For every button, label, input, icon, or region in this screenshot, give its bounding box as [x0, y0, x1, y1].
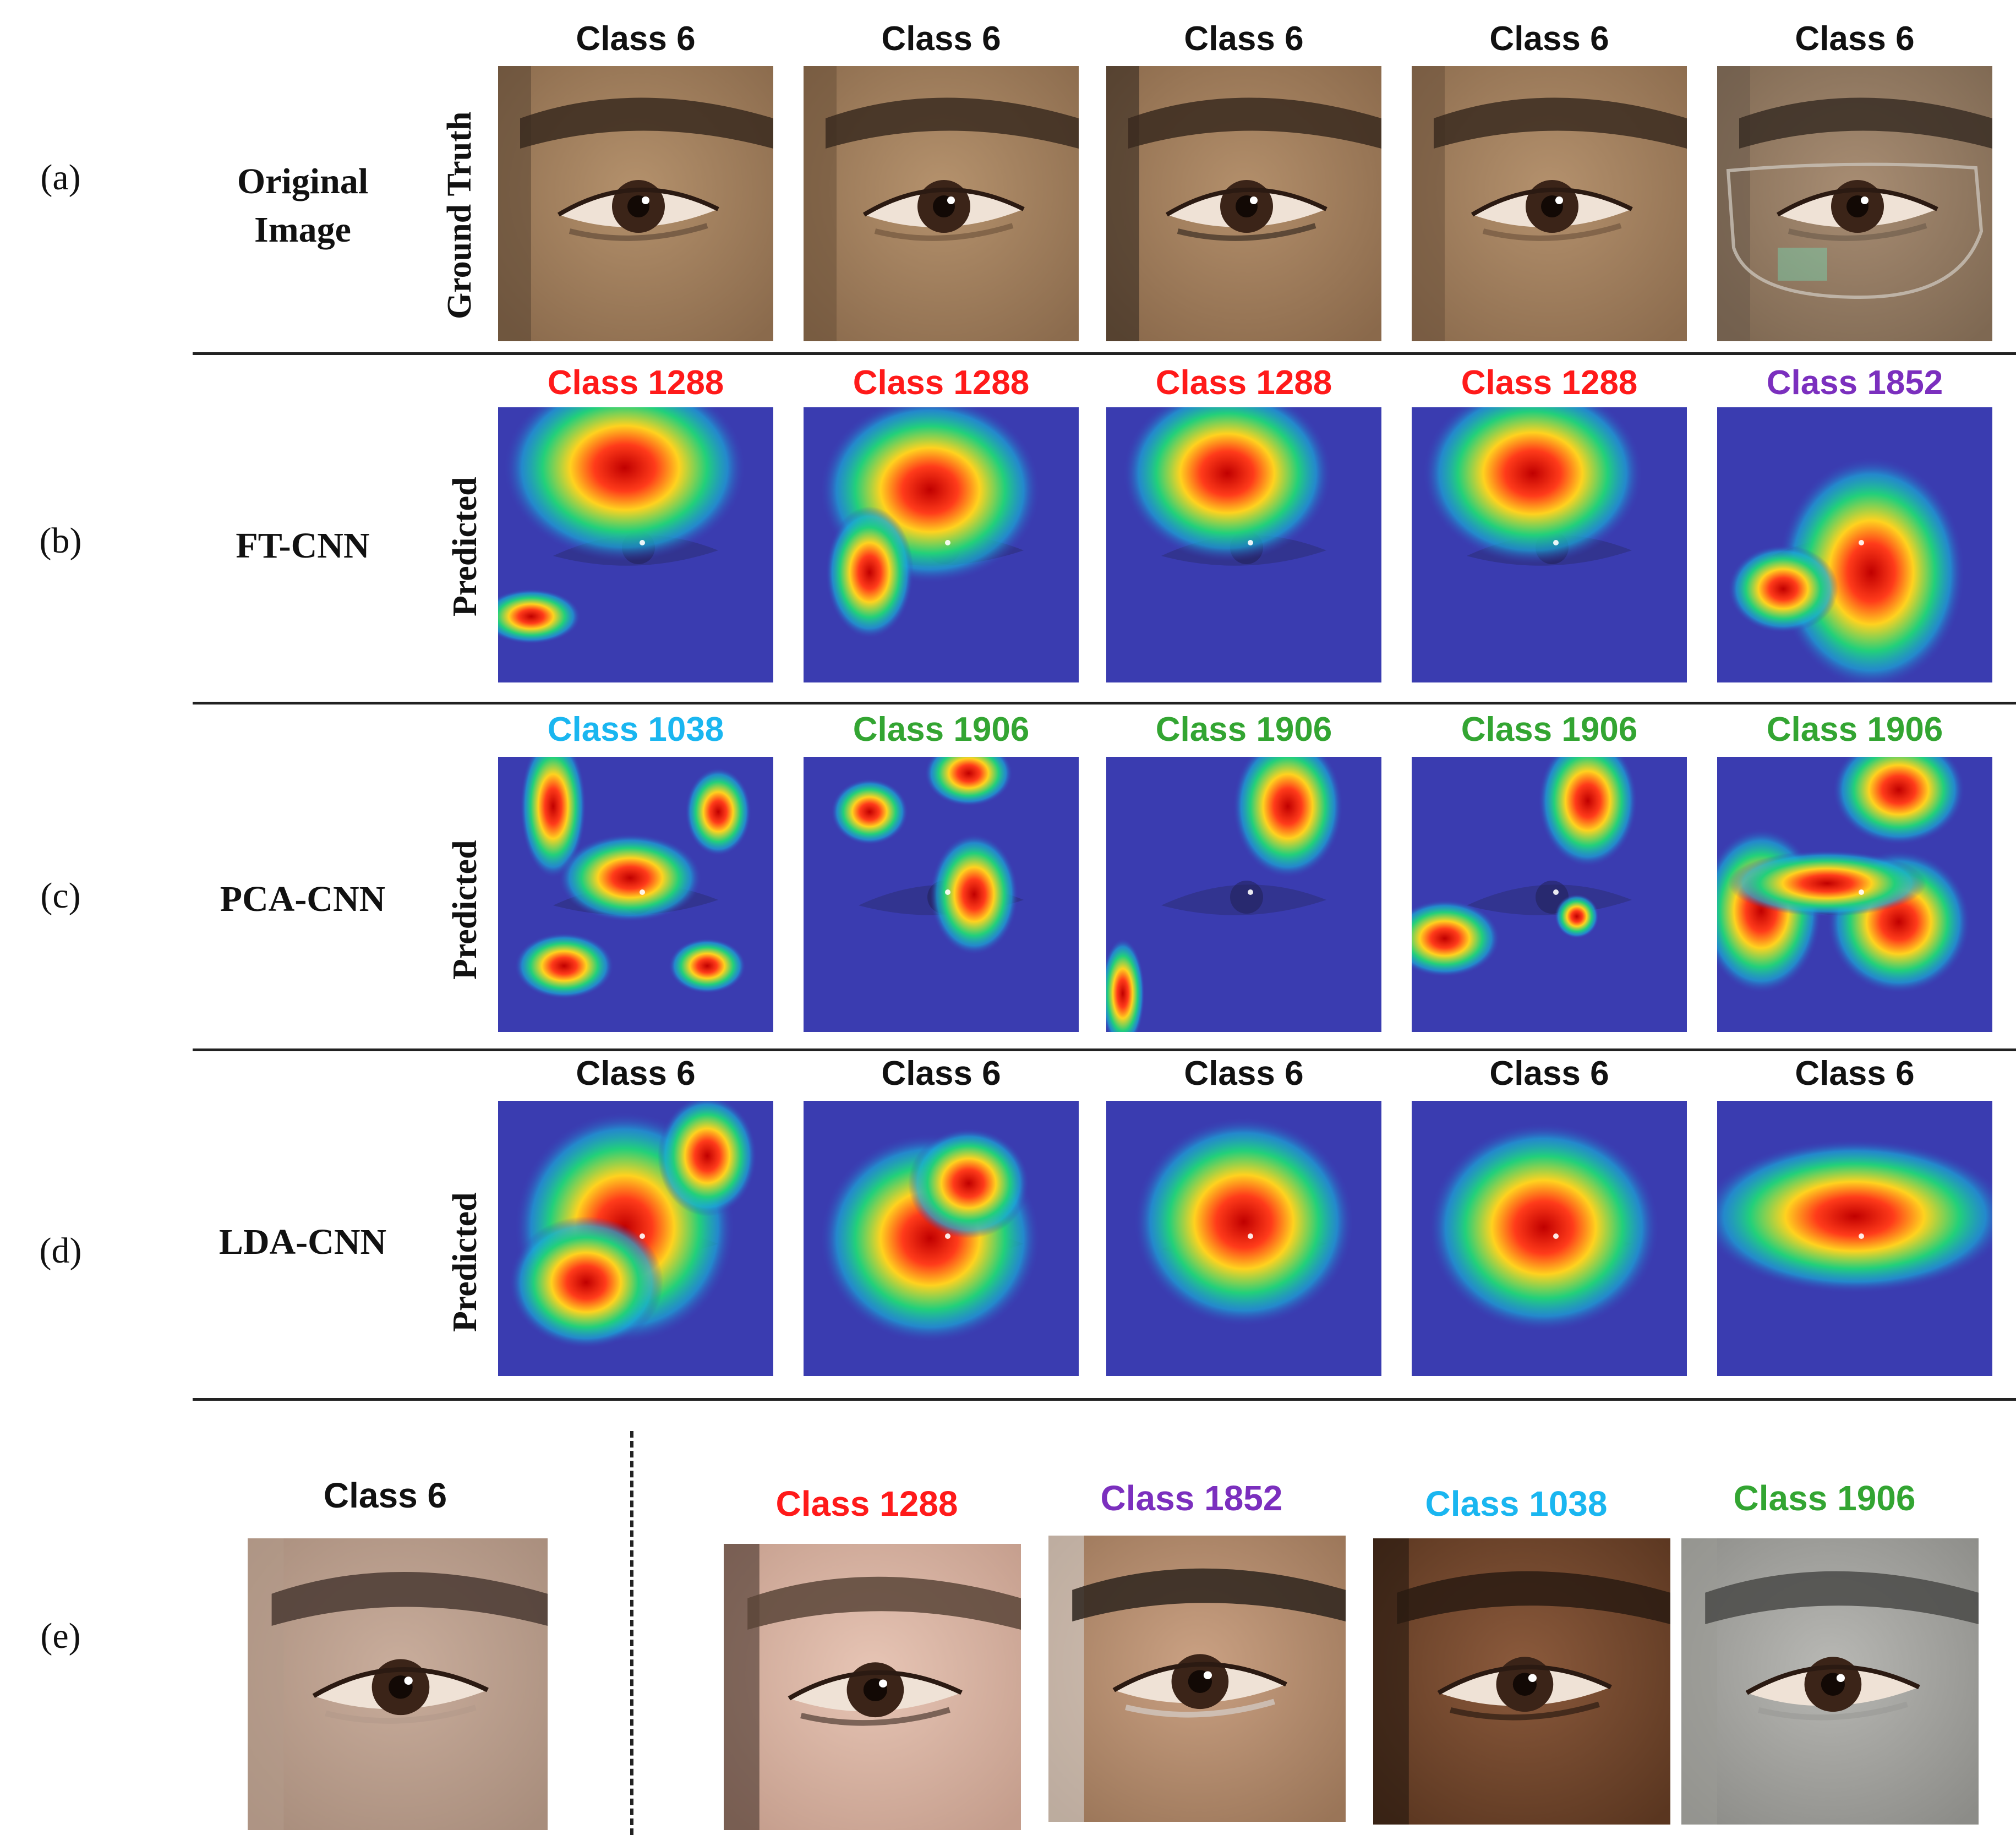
- ground-truth-image-r1-c1: [498, 66, 773, 341]
- method-line-1: Original: [237, 161, 369, 201]
- side-label-predicted-d: Predicted: [446, 1192, 484, 1332]
- gallery-image-4: [1681, 1538, 1979, 1825]
- method-label-lda-cnn: LDA-CNN: [218, 1222, 387, 1262]
- ground-truth-image-r1-c2: [804, 66, 1079, 341]
- cell-title-r3-c4: Class 1906: [1461, 711, 1638, 749]
- panel-label-a: (a): [40, 157, 81, 198]
- cell-title-r2-c4: Class 1288: [1461, 364, 1638, 402]
- gallery-image-1: [724, 1544, 1021, 1830]
- heatmap-image-r4-c2: [804, 1101, 1079, 1376]
- gallery-title-1: Class 1288: [775, 1484, 958, 1523]
- cell-title-r3-c5: Class 1906: [1766, 711, 1943, 749]
- heatmap-image-r2-c1: [498, 407, 773, 682]
- panel-label-c: (c): [40, 876, 81, 916]
- side-label-predicted-c: Predicted: [446, 840, 484, 980]
- side-label-predicted-b: Predicted: [446, 477, 484, 616]
- heatmap-image-r2-c5: [1717, 407, 1992, 682]
- ground-truth-image-r1-c3: [1106, 66, 1381, 341]
- row-divider-4: [193, 1398, 2016, 1401]
- gallery-image-2: [1048, 1536, 1346, 1822]
- gallery-title-4: Class 1906: [1733, 1478, 1916, 1518]
- cell-title-r4-c4: Class 6: [1489, 1055, 1609, 1093]
- heatmap-image-r3-c4: [1412, 757, 1687, 1032]
- cell-title-r1-c3: Class 6: [1184, 20, 1304, 58]
- ground-truth-image-r1-c4: [1412, 66, 1687, 341]
- gallery-title-2: Class 1852: [1100, 1478, 1283, 1518]
- row-divider-2: [193, 702, 2016, 704]
- heatmap-image-r2-c3: [1106, 407, 1381, 682]
- panel-label-e: (e): [40, 1616, 81, 1656]
- gallery-image-3: [1373, 1538, 1670, 1825]
- gallery-title-3: Class 1038: [1425, 1484, 1608, 1523]
- cell-title-r1-c1: Class 6: [576, 20, 696, 58]
- heatmap-image-r4-c3: [1106, 1101, 1381, 1376]
- row-divider-1: [193, 352, 2016, 355]
- heatmap-image-r2-c4: [1412, 407, 1687, 682]
- cell-title-r2-c2: Class 1288: [853, 364, 1030, 402]
- ground-truth-image-r1-c5: [1717, 66, 1992, 341]
- cell-title-r2-c1: Class 1288: [547, 364, 724, 402]
- query-image: [248, 1538, 548, 1830]
- cell-title-r3-c1: Class 1038: [547, 711, 724, 749]
- method-line-2: Image: [254, 210, 351, 250]
- panel-label-d: (d): [39, 1231, 82, 1271]
- cell-title-r4-c5: Class 6: [1795, 1055, 1915, 1093]
- heatmap-image-r3-c1: [498, 757, 773, 1032]
- cell-title-r2-c3: Class 1288: [1155, 364, 1332, 402]
- section-separator: [630, 1431, 633, 1835]
- row-divider-3: [193, 1048, 2016, 1051]
- cell-title-r4-c1: Class 6: [576, 1055, 696, 1093]
- heatmap-image-r4-c4: [1412, 1101, 1687, 1376]
- cell-title-r2-c5: Class 1852: [1766, 364, 1943, 402]
- cell-title-r3-c2: Class 1906: [853, 711, 1030, 749]
- method-label-original: Original Image: [209, 157, 396, 254]
- heatmap-image-r2-c2: [804, 407, 1079, 682]
- side-label-ground-truth: Ground Truth: [441, 111, 478, 319]
- cell-title-r1-c4: Class 6: [1489, 20, 1609, 58]
- heatmap-image-r3-c3: [1106, 757, 1381, 1032]
- query-title: Class 6: [323, 1476, 447, 1515]
- cell-title-r3-c3: Class 1906: [1155, 711, 1332, 749]
- cell-title-r4-c3: Class 6: [1184, 1055, 1304, 1093]
- heatmap-image-r3-c2: [804, 757, 1079, 1032]
- cell-title-r4-c2: Class 6: [881, 1055, 1001, 1093]
- heatmap-image-r3-c5: [1717, 757, 1992, 1032]
- heatmap-image-r4-c1: [498, 1101, 773, 1376]
- panel-label-b: (b): [39, 521, 82, 561]
- method-label-ft-cnn: FT-CNN: [236, 526, 370, 566]
- cell-title-r1-c5: Class 6: [1795, 20, 1915, 58]
- cell-title-r1-c2: Class 6: [881, 20, 1001, 58]
- heatmap-image-r4-c5: [1717, 1101, 1992, 1376]
- method-label-pca-cnn: PCA-CNN: [220, 879, 386, 919]
